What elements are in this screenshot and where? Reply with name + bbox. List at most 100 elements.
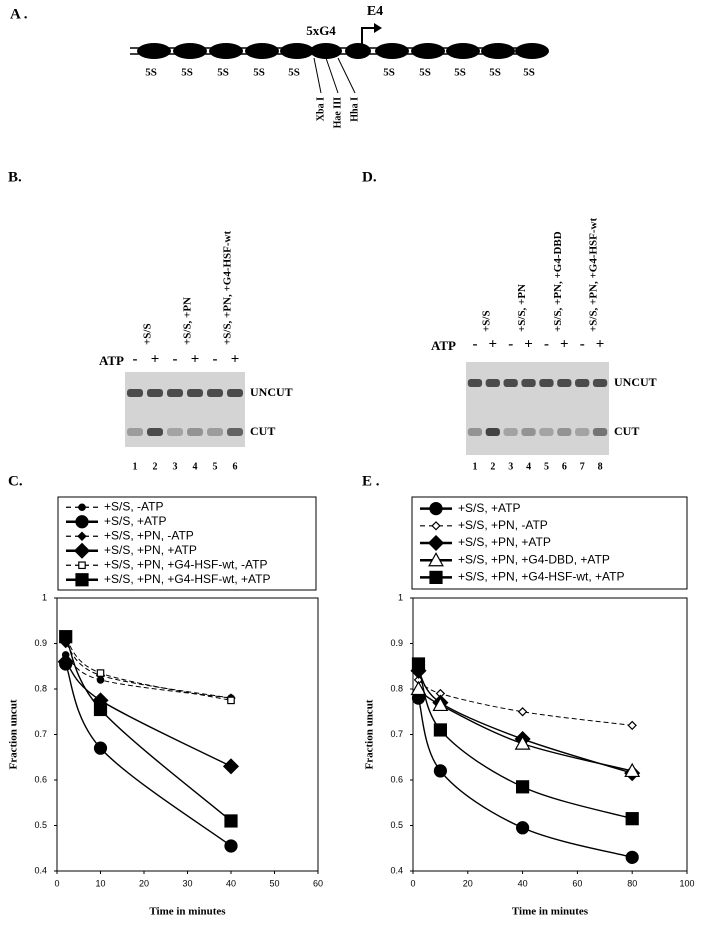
marker: [59, 630, 73, 644]
marker: [625, 850, 639, 864]
atp-sign: -: [472, 336, 477, 352]
panel-label: A .: [10, 6, 28, 22]
marker: [75, 515, 89, 529]
band-uncut: [147, 389, 163, 397]
nucleosome-label: 5S: [181, 67, 193, 79]
band-uncut: [127, 389, 143, 397]
marker: [431, 521, 441, 531]
lane-header: +S/S, +PN, +G4-DBD: [552, 231, 564, 332]
marker: [410, 680, 427, 696]
series-line: [417, 697, 633, 859]
x-tick-label: 30: [182, 878, 192, 888]
site-label: Xba I: [315, 97, 326, 121]
nucleosome-label: 5S: [145, 67, 157, 79]
marker: [77, 531, 87, 541]
atp-sign: -: [544, 336, 549, 352]
nucleosome: [375, 43, 409, 59]
y-tick-label: 0.6: [34, 774, 47, 784]
y-tick-label: 0.5: [390, 820, 403, 830]
atp-sign: -: [580, 336, 585, 352]
band-cut: [227, 428, 243, 436]
band-uncut: [485, 379, 500, 387]
lane-number: 8: [598, 461, 603, 472]
x-tick-label: 20: [463, 878, 473, 888]
panel-label: D.: [362, 169, 377, 185]
marker: [222, 758, 240, 775]
lane-number: 5: [213, 461, 218, 472]
band-cut: [521, 428, 536, 436]
y-axis-title: Fraction uncut: [8, 699, 20, 769]
legend-label: +S/S, +PN, +ATP: [458, 535, 551, 549]
marker: [429, 502, 443, 516]
legend-label: +S/S, +ATP: [104, 514, 166, 528]
atp-sign: +: [191, 351, 200, 367]
marker: [93, 741, 108, 755]
marker: [57, 653, 74, 670]
marker: [73, 542, 91, 559]
band-uncut: [467, 379, 483, 387]
legend-label: +S/S, +PN, +G4-HSF-wt, -ATP: [104, 557, 267, 571]
x-tick-label: 10: [95, 878, 105, 888]
marker: [429, 570, 443, 585]
band-label: CUT: [250, 424, 275, 438]
series-line: [65, 654, 232, 699]
marker: [78, 561, 86, 570]
series-line: [418, 688, 633, 772]
band-uncut: [503, 379, 518, 387]
lane-header: +S/S, +PN, +G4-HSF-wt: [588, 218, 600, 332]
nucleosome: [411, 43, 445, 59]
nucleosome-label: 5S: [288, 67, 300, 79]
y-tick-label: 0.7: [390, 729, 403, 739]
nucleosome-label: 5S: [454, 67, 466, 79]
x-tick-label: 50: [269, 878, 279, 888]
legend-box: [411, 496, 688, 590]
lane-number: 6: [233, 461, 238, 472]
atp-sign: +: [524, 336, 533, 352]
atp-label: ATP: [431, 338, 456, 353]
nucleosome: [137, 43, 171, 59]
site-label: Hha I: [349, 97, 360, 122]
band-uncut: [575, 379, 590, 387]
lane-number: 1: [133, 461, 138, 472]
band-cut: [147, 428, 163, 436]
start-label: E4: [367, 4, 383, 19]
series-line: [65, 638, 232, 701]
series-line: [65, 661, 232, 767]
marker: [432, 696, 449, 712]
y-tick-label: 0.6: [390, 774, 403, 784]
lane-number: 3: [173, 461, 178, 472]
band-cut: [207, 428, 223, 436]
arrow-head: [374, 23, 382, 33]
legend-label: +S/S, +PN, +G4-HSF-wt, +ATP: [104, 572, 271, 586]
y-axis-title: Fraction uncut: [364, 699, 376, 769]
lane-header: +S/S, +PN: [516, 284, 528, 332]
y-tick-label: 0.5: [34, 820, 47, 830]
x-axis-title: Time in minutes: [149, 906, 226, 918]
band-uncut: [167, 389, 183, 397]
legend-label: +S/S, -ATP: [104, 499, 163, 513]
y-tick-label: 0.7: [34, 729, 47, 739]
x-axis-title: Time in minutes: [512, 906, 589, 918]
series-line: [65, 643, 232, 699]
y-tick-label: 0.8: [34, 683, 47, 693]
band-label: UNCUT: [250, 385, 293, 399]
marker: [627, 720, 637, 731]
gel-image: [466, 362, 609, 455]
series-line: [65, 636, 232, 822]
lane-header: +S/S, +PN, +G4-HSF-wt: [222, 231, 234, 345]
atp-sign: +: [596, 336, 605, 352]
atp-sign: +: [489, 336, 498, 352]
y-tick-label: 0.4: [34, 865, 47, 875]
y-tick-label: 0.8: [390, 683, 403, 693]
site-label: Hae III: [332, 97, 343, 129]
marker: [78, 503, 86, 512]
band-cut: [485, 428, 500, 436]
atp-sign: +: [560, 336, 569, 352]
y-tick-label: 0.9: [34, 638, 47, 648]
lane-header: +S/S: [480, 310, 492, 332]
x-tick-label: 20: [139, 878, 149, 888]
legend-label: +S/S, +PN, -ATP: [104, 528, 194, 542]
band-uncut: [521, 379, 536, 387]
plot-frame: [412, 597, 688, 872]
